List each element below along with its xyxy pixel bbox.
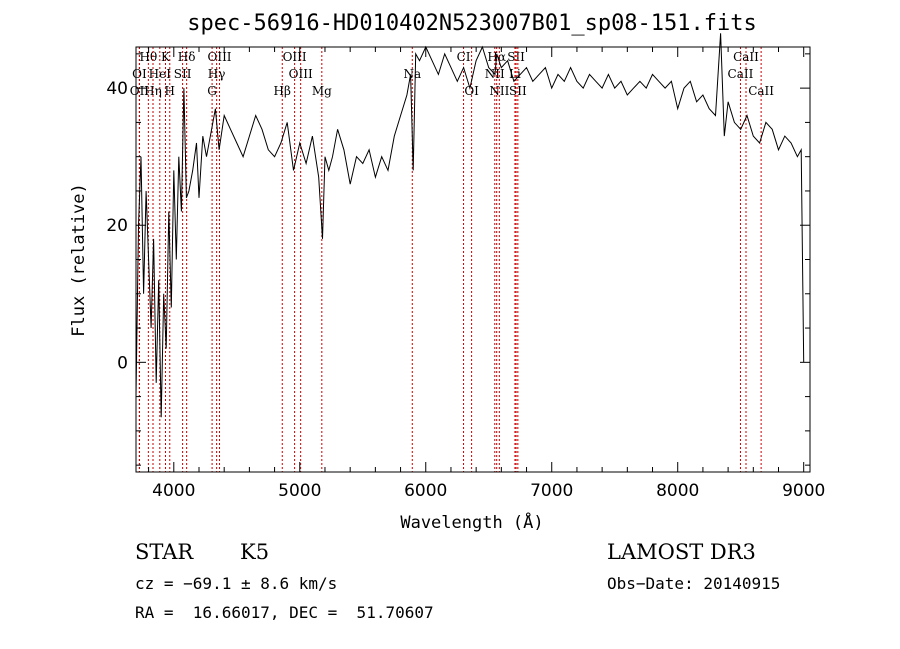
x-tick-label-7000: 7000 (530, 481, 573, 501)
line-label-11: SII (174, 67, 192, 81)
spectrum-chart: spec-56916-HD010402N523007B01_sp08-151.f… (69, 11, 825, 533)
line-label-7: SII (507, 50, 525, 64)
x-tick-label-6000: 6000 (404, 481, 447, 501)
redshift-cz: cz = −69.1 ± 8.6 km/s (135, 574, 338, 593)
line-label-2: Hδ (178, 50, 196, 64)
line-label-27: CaII (748, 84, 774, 98)
y-tick-label-40: 40 (106, 79, 128, 99)
line-label-16: Li (509, 67, 521, 81)
line-label-5: CI (457, 50, 471, 64)
x-tick-label-9000: 9000 (782, 481, 825, 501)
line-label-4: OIII (283, 50, 307, 64)
line-label-25: NII (489, 84, 509, 98)
line-label-0: Hθ (139, 50, 157, 64)
line-label-23: Mg (312, 84, 332, 98)
line-label-1: K (161, 50, 171, 64)
y-tick-label-20: 20 (106, 216, 128, 236)
y-axis-label: Flux (relative) (69, 183, 89, 337)
subclass: K5 (240, 540, 270, 564)
line-label-9: OI (132, 67, 147, 81)
coordinates: RA = 16.66017, DEC = 51.70607 (135, 603, 434, 622)
line-label-3: OIII (207, 50, 231, 64)
spectrum-line (135, 33, 805, 418)
spectrum-series (135, 33, 805, 418)
plot-frame (135, 46, 811, 473)
line-label-8: CaII (733, 50, 759, 64)
line-label-20: H (165, 84, 175, 98)
x-axis: 4000 5000 6000 7000 8000 9000 (148, 47, 825, 501)
y-axis: 0 20 40 (106, 53, 810, 466)
line-label-24: OI (464, 84, 479, 98)
line-label-14: Na (403, 67, 421, 81)
x-tick-label-4000: 4000 (152, 481, 195, 501)
line-label-10: HeI (149, 67, 172, 81)
line-label-17: CaII (728, 67, 754, 81)
line-label-21: G (207, 84, 217, 98)
line-label-12: Hγ (208, 67, 226, 81)
line-label-26: SII (509, 84, 527, 98)
class-type: STAR (135, 540, 194, 564)
line-label-13: OIII (289, 67, 313, 81)
obs-date: Obs−Date: 20140915 (607, 574, 781, 593)
y-tick-label-0: 0 (117, 353, 128, 373)
x-tick-label-8000: 8000 (656, 481, 699, 501)
line-label-22: Hβ (274, 84, 291, 98)
line-label-19: Hη (144, 84, 162, 98)
chart-title: spec-56916-HD010402N523007B01_sp08-151.f… (187, 11, 757, 36)
line-label-18: OII (130, 84, 150, 98)
survey-name: LAMOST DR3 (607, 540, 756, 564)
x-axis-label: Wavelength (Å) (400, 511, 543, 533)
x-tick-label-5000: 5000 (278, 481, 321, 501)
